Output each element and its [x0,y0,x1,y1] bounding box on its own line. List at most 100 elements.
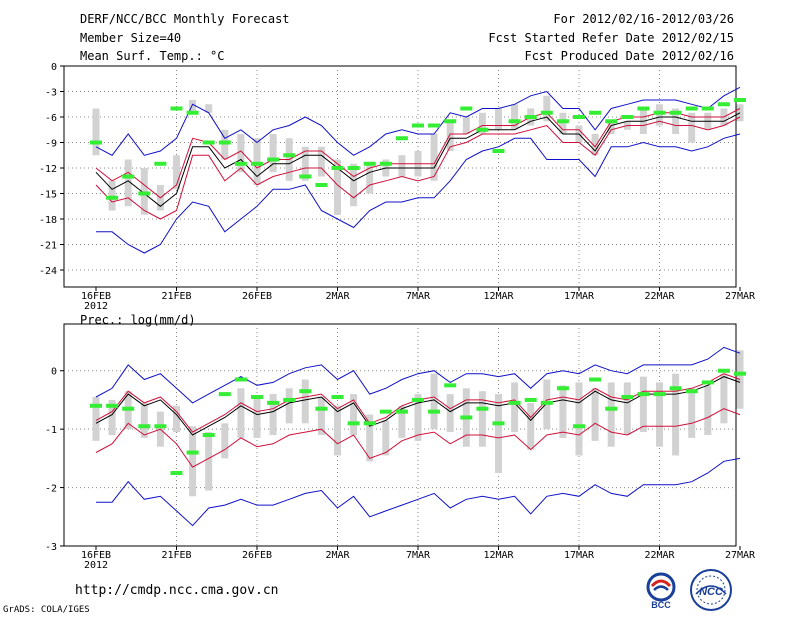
observed-mark [428,123,441,128]
y-tick-label: -18 [39,215,57,226]
observed-mark [637,392,650,397]
x-tick-label: 27MAR [725,550,756,561]
x-tick-label: 27MAR [725,291,756,302]
x-tick-label: 2MAR [325,291,350,302]
spread-box [478,391,486,447]
spread-box [205,432,213,491]
spread-box [173,405,180,433]
x-tick-label: 17MAR [564,291,595,302]
observed-mark [154,424,167,429]
inner-lower-line [95,408,741,468]
observed-mark [122,174,135,179]
observed-mark [444,383,457,388]
x-tick-label: 21FEB [161,550,191,561]
observed-mark [315,183,328,187]
spread-box [607,121,615,134]
x-tick-label: 26FEB [242,291,272,302]
spread-box [414,394,422,441]
x-tick-label: 17MAR [564,550,595,561]
spread-box [736,104,744,122]
observed-mark [379,161,392,166]
spread-box [623,382,631,435]
spread-box [672,373,680,456]
y-tick-label: -6 [45,113,57,124]
x-tick-label: 16FEB [81,291,111,302]
observed-mark [556,386,569,391]
y-tick-label: -21 [39,241,57,252]
observed-mark [170,470,183,475]
observed-mark [218,392,231,397]
observed-mark [299,389,312,394]
observed-mark [202,433,215,437]
outer-upper-line [95,346,741,404]
x-year-label: 2012 [84,301,108,312]
observed-mark [444,119,457,124]
median-line [95,376,741,436]
x-tick-label: 7MAR [406,291,431,302]
x-tick-label: 26FEB [242,550,272,561]
observed-mark [476,127,489,132]
spread-box [607,382,615,447]
observed-mark [412,123,424,128]
spread-box [334,405,341,456]
y-tick-label: -3 [45,88,57,99]
y-tick-label: -2 [45,484,57,495]
x-tick-label: 7MAR [406,550,431,561]
spread-box [543,95,551,122]
spread-box [221,423,229,459]
observed-mark [347,166,360,170]
observed-mark [154,161,167,166]
spread-box [92,108,100,156]
x-tick-label: 21FEB [161,291,191,302]
observed-mark [556,119,569,124]
bcc-logo: BCC [646,572,676,610]
observed-mark [653,392,666,397]
observed-mark [701,106,714,111]
spread-box [495,394,502,473]
ncc-logo: NCC [690,569,732,611]
spread-box [92,397,100,441]
observed-mark [621,115,634,119]
observed-mark [186,450,199,455]
spread-box [720,373,728,424]
plot-frame [63,323,737,547]
observed-mark [267,400,280,405]
spread-box [140,402,148,438]
observed-mark [492,149,505,153]
observed-mark [347,421,360,426]
observed-mark [283,153,296,158]
y-tick-label: 0 [51,367,57,378]
observed-mark [138,424,151,429]
observed-mark [589,377,602,382]
header-forecast-period: For 2012/02/16-2012/03/26 [553,12,734,26]
observed-mark [202,140,215,145]
observed-mark [460,106,473,111]
spread-box [430,134,438,181]
spread-box [527,402,535,450]
observed-mark [717,368,730,373]
spread-box [511,382,519,433]
spread-box [108,180,116,211]
spread-box [672,108,680,134]
spread-box [205,104,213,113]
spread-box [124,159,132,207]
footer-url[interactable]: http://cmdp.ncc.cma.gov.cn [75,583,279,598]
observed-mark [251,161,263,166]
spread-box [559,385,567,438]
spread-box [446,121,454,151]
spread-box [398,155,406,177]
x-tick-label: 16FEB [81,550,111,561]
spread-box [301,379,309,424]
observed-mark [573,424,585,429]
spread-box [430,373,438,430]
panel-0: 16FEB 21FEB 26FEB 2MAR 7MAR 12MAR 17MAR 22MAR 27… [39,62,756,312]
spread-box [269,394,277,435]
plot-frame [63,65,737,288]
observed-mark [685,106,698,111]
observed-mark [701,380,714,385]
x-tick-label: 12MAR [483,291,514,302]
spread-box [559,112,567,134]
spread-box [366,163,374,194]
spread-box [398,405,406,438]
observed-mark [234,377,247,382]
